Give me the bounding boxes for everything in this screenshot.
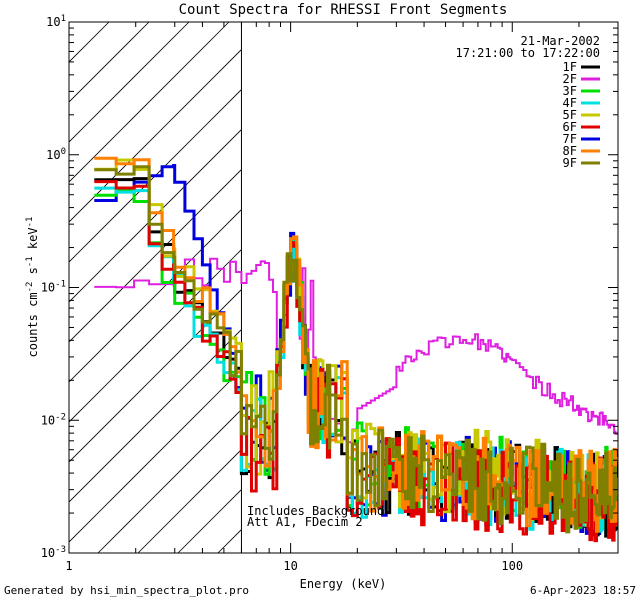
hatch-line (69, 22, 230, 183)
legend-label: 5F (563, 108, 577, 122)
y-tick-label: 101 (46, 14, 66, 29)
annotation-background: Includes Background (247, 504, 384, 518)
y-label-exp-s: -1 (25, 256, 35, 267)
hatch-line (69, 128, 242, 303)
footer-timestamp: 6-Apr-2023 18:57 (530, 584, 636, 597)
annotation-attenuator: Att A1, FDecim 2 (247, 515, 363, 529)
x-axis-label: Energy (keV) (300, 577, 387, 591)
y-tick-label: 100 (46, 147, 66, 162)
observation-date: 21-Mar-2002 (521, 34, 600, 48)
legend-label: 6F (563, 120, 577, 134)
y-axis-label: counts cm-2 s-1 keV-1 (25, 217, 40, 358)
legend-label: 4F (563, 96, 577, 110)
y-tick-label: 10-3 (41, 545, 66, 560)
y-label-per-kev: keV (26, 227, 40, 256)
hatch-line (69, 88, 242, 263)
y-label-exp-cm: -2 (25, 282, 35, 293)
y-tick-label: 10-2 (41, 412, 66, 427)
hatch-line (97, 408, 242, 553)
y-label-exp-kev: -1 (25, 217, 35, 228)
series-layer (94, 156, 618, 543)
y-label-per-second: s (26, 267, 40, 281)
hatch-line (69, 368, 242, 543)
axis-ticks: 1 10 100 10-3 10-2 10-1 100 101 (41, 14, 619, 573)
footer-generated-by: Generated by hsi_min_spectra_plot.pro (4, 584, 249, 597)
series-line-9F (94, 165, 618, 534)
legend-label: 8F (563, 144, 577, 158)
hatch-line (137, 448, 242, 553)
legend-label: 9F (563, 156, 577, 170)
x-tick-label: 10 (283, 559, 297, 573)
chart-title: Count Spectra for RHESSI Front Segments (179, 2, 508, 18)
hatch-line (618, 22, 640, 553)
series-line-2F (94, 257, 618, 444)
y-tick-label: 10-1 (41, 280, 66, 295)
legend-label: 7F (563, 132, 577, 146)
x-tick-label: 100 (501, 559, 523, 573)
x-tick-label: 1 (65, 559, 72, 573)
y-label-base: counts cm (26, 292, 40, 357)
legend-label: 1F (563, 60, 577, 74)
legend-label: 3F (563, 84, 577, 98)
time-range: 17:21:00 to 17:22:00 (456, 46, 601, 60)
hatch-line (69, 328, 242, 503)
hatch-line (69, 48, 242, 223)
legend-label: 2F (563, 72, 577, 86)
hatch-line (69, 22, 190, 143)
hatch-line (69, 208, 242, 383)
